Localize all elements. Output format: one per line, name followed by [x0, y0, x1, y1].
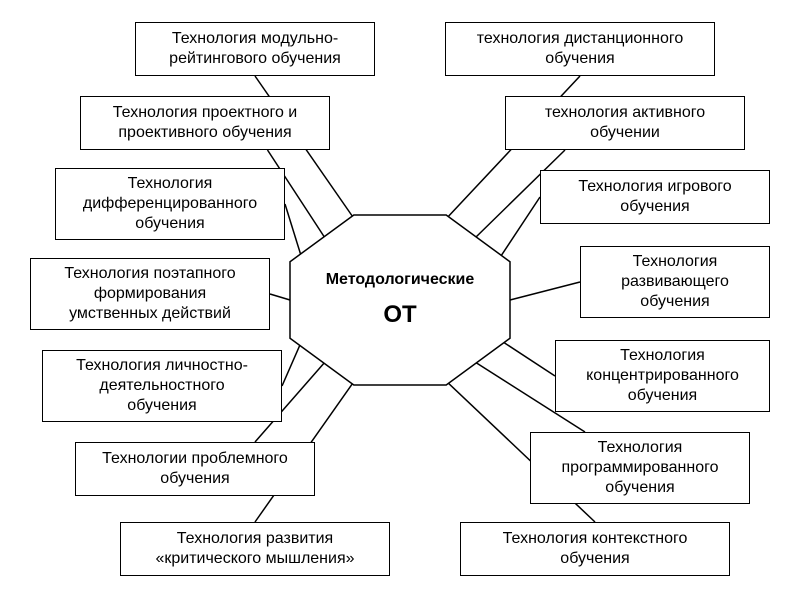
concept-node-label: технология дистанционного обучения — [477, 29, 683, 69]
concept-node-label: Технология развития «критического мышлен… — [155, 529, 354, 569]
concept-node: Технология модульно- рейтингового обучен… — [135, 22, 375, 76]
concept-node: Технология дифференцированного обучения — [55, 168, 285, 240]
diagram-canvas: Методологические ОТ Технология модульно- р… — [0, 0, 800, 600]
concept-node-label: Технологии проблемного обучения — [102, 449, 288, 489]
concept-node: Технология концентрированного обучения — [555, 340, 770, 412]
concept-node-label: Технология модульно- рейтингового обучен… — [169, 29, 341, 69]
concept-node-label: Технология контекстного обучения — [503, 529, 688, 569]
concept-node: технология дистанционного обучения — [445, 22, 715, 76]
center-node: Методологические ОТ — [290, 215, 510, 385]
concept-node-label: Технология программированного обучения — [562, 438, 719, 498]
concept-node: Технология игрового обучения — [540, 170, 770, 224]
concept-node: Технология личностно- деятельностного об… — [42, 350, 282, 422]
concept-node-label: Технология дифференцированного обучения — [83, 174, 257, 234]
concept-node: Технология поэтапного формирования умств… — [30, 258, 270, 330]
concept-node-label: Технология проектного и проективного обу… — [113, 103, 297, 143]
center-title: Методологические — [326, 270, 475, 290]
concept-node: Технология программированного обучения — [530, 432, 750, 504]
concept-node-label: Технология поэтапного формирования умств… — [64, 264, 235, 324]
concept-node-label: Технология игрового обучения — [578, 177, 731, 217]
edge — [510, 282, 580, 300]
center-subtitle: ОТ — [383, 300, 416, 330]
concept-node: Технология контекстного обучения — [460, 522, 730, 576]
concept-node-label: Технология концентрированного обучения — [586, 346, 739, 406]
concept-node: Технология развивающего обучения — [580, 246, 770, 318]
concept-node: Технологии проблемного обучения — [75, 442, 315, 496]
concept-node: Технология развития «критического мышлен… — [120, 522, 390, 576]
concept-node-label: Технология развивающего обучения — [621, 252, 729, 312]
concept-node: технология активного обучении — [505, 96, 745, 150]
concept-node: Технология проектного и проективного обу… — [80, 96, 330, 150]
concept-node-label: технология активного обучении — [545, 103, 705, 143]
concept-node-label: Технология личностно- деятельностного об… — [76, 356, 248, 416]
edge — [270, 294, 290, 300]
